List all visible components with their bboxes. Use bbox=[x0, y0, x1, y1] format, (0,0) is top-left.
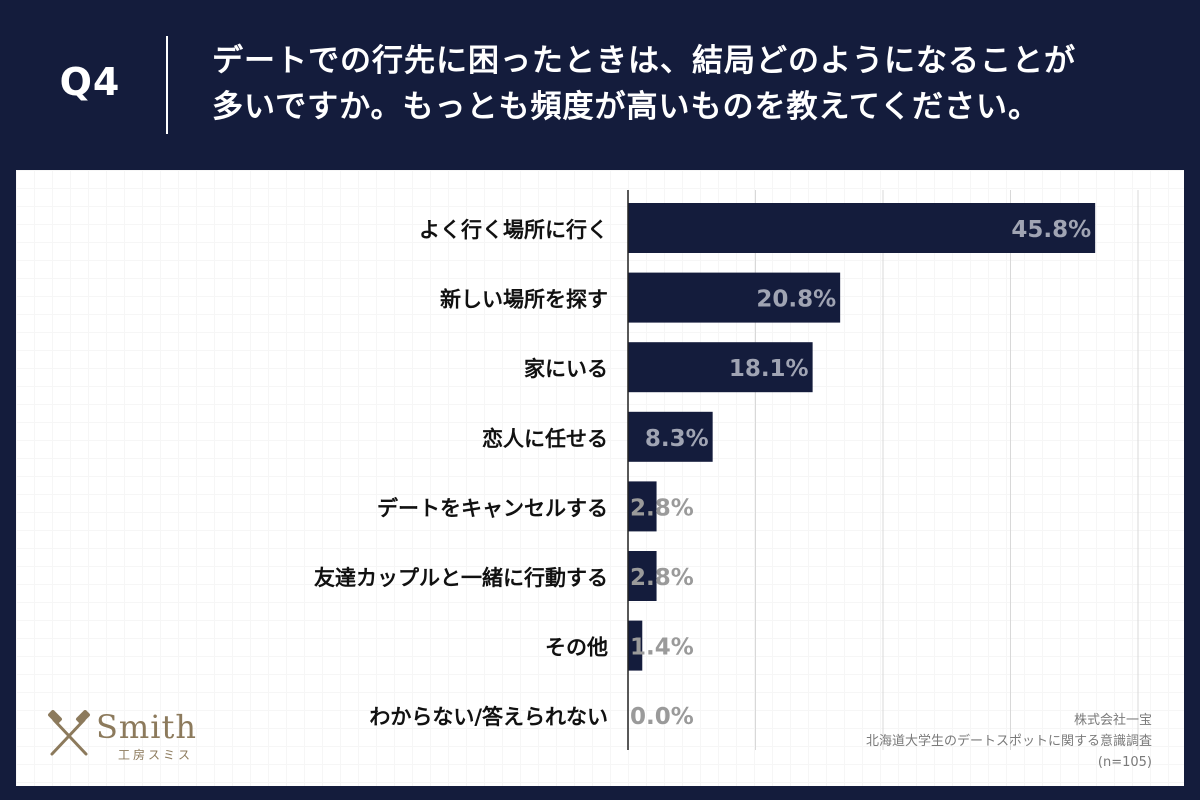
header-divider bbox=[166, 36, 168, 134]
bar bbox=[628, 411, 713, 462]
logo-wordmark: Smith bbox=[96, 708, 197, 746]
question-line-1: デートでの行先に困ったときは、結局どのようになることが bbox=[212, 43, 1076, 79]
bar bbox=[628, 342, 813, 393]
question-number: Q4 bbox=[59, 60, 121, 104]
category-label: わからない/答えられない bbox=[369, 705, 608, 729]
value-label: 1.4% bbox=[630, 635, 694, 661]
source-sample: (n=105) bbox=[1097, 755, 1152, 770]
value-label: 45.8% bbox=[1011, 217, 1091, 243]
logo-subtitle: 工房スミス bbox=[118, 748, 194, 762]
question-header: Q4 デートでの行先に困ったときは、結局どのようになることが 多いですか。もっと… bbox=[0, 0, 1200, 170]
category-label: その他 bbox=[545, 636, 608, 660]
bar bbox=[628, 203, 1096, 253]
question-text: デートでの行先に困ったときは、結局どのようになることが 多いですか。もっとも頻度… bbox=[212, 38, 1172, 130]
value-label: 20.8% bbox=[756, 287, 836, 313]
bar bbox=[628, 620, 643, 671]
value-label: 0.0% bbox=[630, 704, 694, 730]
smith-logo: Smith 工房スミス bbox=[46, 708, 246, 768]
bar bbox=[628, 481, 657, 532]
bar bbox=[628, 272, 841, 323]
category-label: 友達カップルと一緒に行動する bbox=[314, 566, 608, 590]
source-note: 株式会社一宝 北海道大学生のデートスポットに関する意識調査 (n=105) bbox=[866, 710, 1152, 773]
value-label: 2.8% bbox=[630, 495, 694, 521]
category-label: デートをキャンセルする bbox=[377, 496, 608, 520]
source-company: 株式会社一宝 bbox=[1073, 713, 1152, 728]
value-label: 8.3% bbox=[645, 426, 709, 452]
question-line-2: 多いですか。もっとも頻度が高いものを教えてください。 bbox=[212, 89, 1040, 125]
value-label: 18.1% bbox=[729, 356, 809, 382]
category-label: 恋人に任せる bbox=[482, 427, 608, 451]
bar bbox=[628, 551, 657, 601]
category-label: 新しい場所を探す bbox=[440, 288, 608, 312]
category-label: 家にいる bbox=[524, 357, 608, 381]
category-label: よく行く場所に行く bbox=[419, 218, 608, 242]
chart-panel bbox=[16, 170, 1184, 786]
source-survey: 北海道大学生のデートスポットに関する意識調査 bbox=[865, 734, 1152, 749]
crossed-hammers-icon bbox=[48, 710, 90, 756]
value-label: 2.8% bbox=[630, 565, 694, 591]
